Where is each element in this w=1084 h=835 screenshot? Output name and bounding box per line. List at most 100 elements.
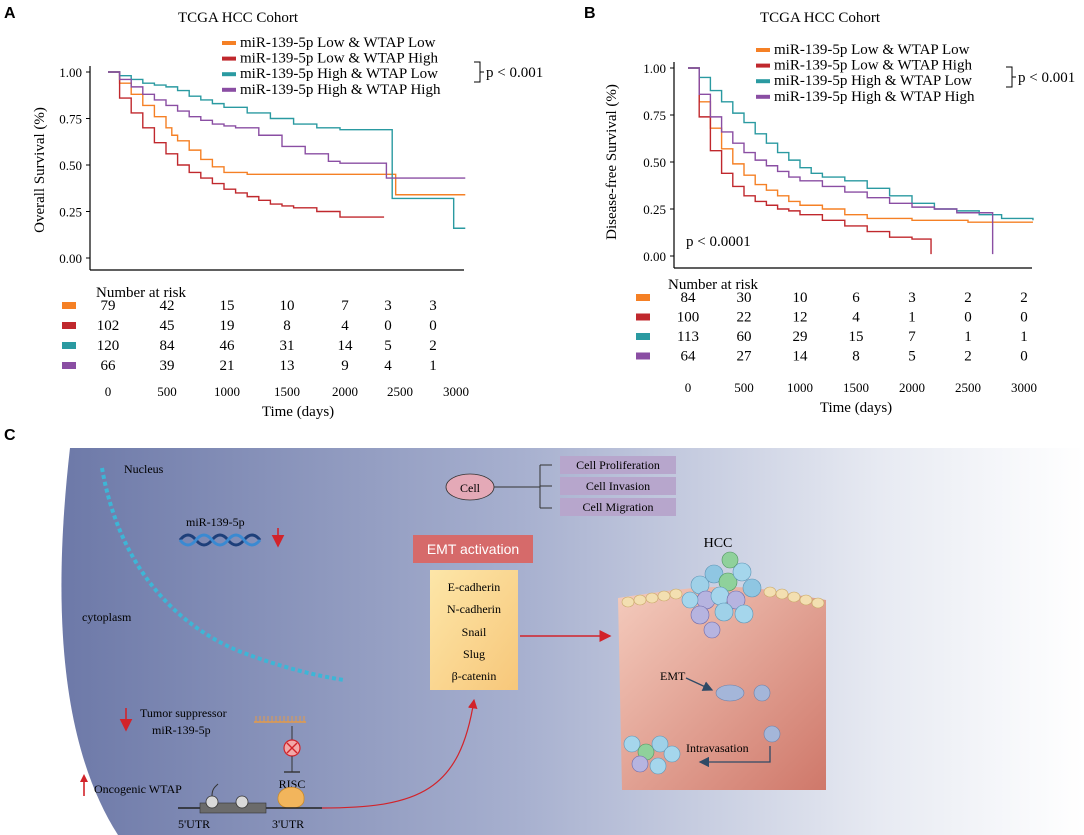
mir-label: miR-139-5p (186, 515, 245, 529)
x-tick-label: 1500 (843, 380, 869, 395)
panel-letter-a: A (4, 5, 16, 22)
panel-letter-b: B (584, 5, 596, 22)
nucleus-label: Nucleus (124, 462, 164, 476)
risk-count: 46 (220, 338, 236, 354)
survival-curve-2 (688, 67, 932, 255)
utr3-label: 3'UTR (272, 817, 304, 831)
risk-count: 0 (429, 318, 437, 334)
risk-count: 0 (384, 318, 392, 334)
x-tick-label: 2500 (955, 380, 981, 395)
risk-count: 14 (338, 338, 354, 354)
x-tick-label: 2000 (332, 384, 358, 399)
risk-count: 1 (908, 310, 916, 326)
risk-count: 2 (964, 290, 972, 306)
risk-count: 0 (964, 310, 972, 326)
outcome-box-1 (560, 456, 676, 474)
risk-count: 2 (1020, 290, 1028, 306)
survival-curve-2 (108, 71, 385, 218)
risk-count: 19 (220, 318, 235, 334)
migrating-cells (715, 684, 781, 743)
survival-curve-4 (688, 67, 994, 255)
plot-area-b: 0.000.250.500.751.000 500 1000 1500 2000 2500… (643, 42, 1037, 395)
risk-table-title-b: Number at risk (668, 277, 758, 293)
plot-area-a: 0.000.250.500.751.000 500 1000 1500 2000 2500… (59, 35, 469, 399)
risk-count: 2 (429, 338, 437, 354)
risk-row-swatch (62, 302, 76, 309)
risk-count: 120 (97, 338, 120, 354)
outcome-box-3 (560, 498, 676, 516)
y-tick-label: 1.00 (59, 65, 82, 80)
risk-count: 3 (908, 290, 916, 306)
y-tick-label: 1.00 (643, 61, 666, 76)
intravasation-arrow (698, 746, 771, 768)
risk-count: 7 (341, 298, 349, 314)
x-tick-label: 1000 (787, 380, 813, 395)
risk-table-title-a: Number at risk (96, 285, 186, 301)
risk-count: 102 (97, 318, 120, 334)
x-tick-label: 0 (105, 384, 112, 399)
risk-count: 14 (793, 349, 809, 365)
risk-row-swatch (62, 342, 76, 349)
legend-label: miR-139-5p Low & WTAP High (240, 51, 438, 67)
p-value-b: p < 0.001 (1018, 70, 1075, 86)
legend-label: miR-139-5p Low & WTAP Low (240, 35, 436, 51)
x-tick-label: 1000 (214, 384, 240, 399)
risk-count: 5 (384, 338, 392, 354)
risk-count: 60 (737, 329, 752, 345)
risk-count: 42 (160, 298, 175, 314)
block-x-icon (286, 742, 298, 754)
marker-snail: Snail (462, 625, 487, 639)
x-tick-label: 2000 (899, 380, 925, 395)
tumor-suppressor-label: Tumor suppressor (140, 706, 227, 720)
risk-count: 30 (737, 290, 752, 306)
x-tick-label: 3000 (443, 384, 469, 399)
marker-beta-catenin: β-catenin (452, 669, 497, 683)
x-tick-label: 2500 (387, 384, 413, 399)
x-tick-label: 500 (157, 384, 177, 399)
risk-row-swatch (636, 333, 650, 340)
p-value-bracket-b (1006, 66, 1016, 88)
wtap-to-emt-arrow (321, 698, 478, 809)
risk-count: 12 (793, 310, 808, 326)
risk-count: 27 (737, 349, 753, 365)
x-axis-label-a: Time (days) (262, 404, 334, 420)
panel-c-diagram: C Nucleus cytoplasm miR-139-5p Cell Cell… (4, 427, 1084, 835)
risk-count: 0 (1020, 349, 1028, 365)
risk-count: 13 (280, 358, 295, 374)
risk-count: 8 (852, 349, 860, 365)
risk-count: 3 (384, 298, 392, 314)
p-value-a: p < 0.001 (486, 65, 543, 81)
x-tick-label: 1500 (274, 384, 300, 399)
legend-label: miR-139-5p Low & WTAP High (774, 58, 972, 74)
risk-row-swatch (62, 362, 76, 369)
legend-label: miR-139-5p High & WTAP Low (774, 73, 972, 89)
dna-helix-icon (178, 533, 262, 547)
panel-b: B TCGA HCC Cohort Disease-free Survival … (584, 5, 1075, 416)
risk-count: 79 (101, 298, 116, 314)
y-axis-label-a: Overall Survival (%) (32, 107, 48, 233)
legend-label: miR-139-5p High & WTAP Low (240, 66, 438, 82)
outcome-proliferation: Cell Proliferation (576, 458, 660, 472)
risk-count: 6 (852, 290, 860, 306)
risk-count: 1 (964, 329, 972, 345)
p-value-bracket-a (474, 61, 484, 83)
risk-count: 64 (681, 349, 697, 365)
y-tick-label: 0.25 (643, 202, 666, 217)
y-tick-label: 0.50 (59, 158, 82, 173)
x-tick-label: 3000 (1011, 380, 1037, 395)
risk-count: 1 (1020, 329, 1028, 345)
tumor-cluster (681, 551, 762, 639)
risk-count: 0 (1020, 310, 1028, 326)
mrna-icon (178, 783, 322, 814)
legend-label: miR-139-5p High & WTAP High (774, 89, 975, 105)
emt-marker-box (430, 570, 518, 690)
cell-background (61, 448, 1084, 835)
risk-count: 84 (681, 290, 697, 306)
y-tick-label: 0.75 (59, 112, 82, 127)
risk-count: 113 (677, 329, 699, 345)
cytoplasm-label: cytoplasm (82, 610, 132, 624)
marker-slug: Slug (463, 647, 485, 661)
risk-count: 4 (341, 318, 349, 334)
